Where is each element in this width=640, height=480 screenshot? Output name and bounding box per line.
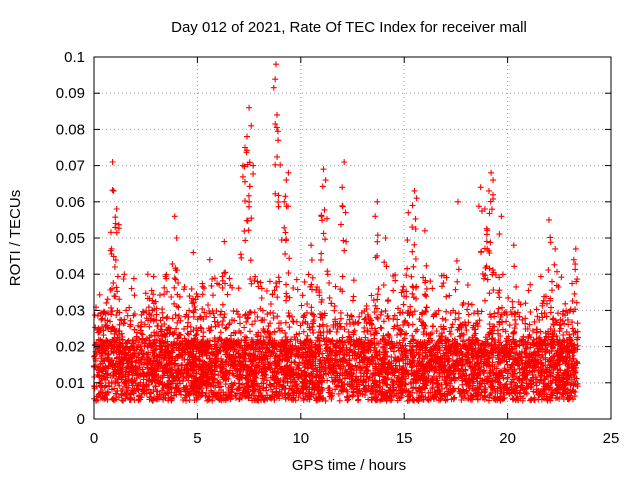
y-tick-label: 0: [77, 411, 85, 428]
x-tick-label: 0: [90, 430, 98, 447]
data-points: [91, 61, 581, 404]
x-tick-labels: 0 5 10 15 20 25: [90, 430, 620, 447]
x-axis-label: GPS time / hours: [292, 457, 406, 474]
axis-ticks: [93, 56, 612, 420]
y-tick-label: 0.02: [56, 339, 85, 356]
y-tick-label: 0.08: [56, 121, 85, 138]
x-tick-label: 10: [292, 430, 309, 447]
y-tick-label: 0.03: [56, 302, 85, 319]
chart-title: Day 012 of 2021, Rate Of TEC Index for r…: [171, 19, 527, 36]
y-tick-label: 0.01: [56, 375, 85, 392]
y-tick-label: 0.09: [56, 85, 85, 102]
x-tick-label: 15: [396, 430, 413, 447]
y-tick-label: 0.04: [56, 266, 85, 283]
y-tick-label: 0.07: [56, 158, 85, 175]
y-tick-label: 0.05: [56, 230, 85, 247]
y-tick-labels: 0 0.01 0.02 0.03 0.04 0.05 0.06 0.07 0.08 0.09 0.1: [56, 49, 85, 428]
y-tick-label: 0.1: [64, 49, 85, 66]
grid-lines: [94, 57, 611, 419]
y-tick-label: 0.06: [56, 194, 85, 211]
y-axis-label: ROTI / TECUs: [7, 190, 24, 286]
x-tick-label: 20: [499, 430, 516, 447]
x-tick-label: 5: [193, 430, 201, 447]
roti-points: [91, 61, 581, 404]
x-tick-label: 25: [603, 430, 620, 447]
